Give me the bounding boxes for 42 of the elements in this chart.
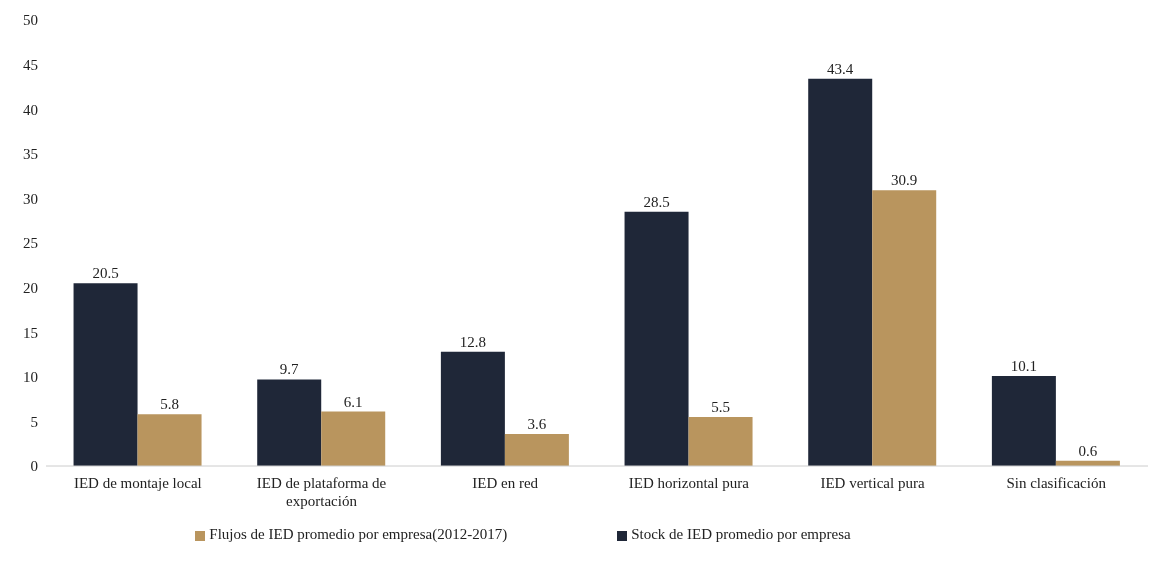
legend-label: Stock de IED promedio por empresa <box>631 526 851 542</box>
y-tick-label: 25 <box>23 235 38 252</box>
bar <box>991 375 1056 466</box>
y-tick-label: 20 <box>23 279 38 296</box>
y-tick-label: 10 <box>23 369 38 386</box>
y-tick-label: 5 <box>30 413 38 430</box>
y-tick-label: 15 <box>23 324 38 341</box>
data-label: 12.8 <box>459 333 487 350</box>
y-tick-label: 40 <box>23 101 38 118</box>
bar <box>624 211 689 466</box>
y-tick-label: 30 <box>23 190 38 207</box>
y-tick-label: 0 <box>30 458 38 475</box>
x-tick-label: IED de montaje local <box>73 475 202 491</box>
legend-label: Flujos de IED promedio por empresa(2012-2017) <box>209 526 508 542</box>
bar <box>257 379 322 466</box>
bar <box>137 414 202 466</box>
bar <box>440 351 505 466</box>
data-label: 6.1 <box>343 393 363 410</box>
y-tick-label: 50 <box>23 12 38 29</box>
bar <box>872 190 937 466</box>
x-tick-label: IED vertical pura <box>820 475 925 491</box>
data-label: 5.5 <box>711 398 730 415</box>
data-label: 9.7 <box>279 361 300 378</box>
bar <box>688 416 753 466</box>
y-tick-label: 35 <box>23 146 38 163</box>
data-label: 10.1 <box>1010 357 1038 374</box>
bar <box>321 411 386 466</box>
data-label: 0.6 <box>1078 442 1098 459</box>
bar <box>73 283 138 466</box>
data-label: 28.5 <box>643 193 670 210</box>
data-label: 30.9 <box>891 172 918 189</box>
bar <box>504 433 569 466</box>
x-tick-label: Sin clasificación <box>1006 475 1107 491</box>
bar <box>808 78 873 466</box>
data-label: 3.6 <box>527 415 547 432</box>
data-label: 20.5 <box>92 265 119 282</box>
data-label: 5.8 <box>160 396 179 413</box>
x-tick-label: IED en red <box>472 475 539 491</box>
x-tick-label: IED horizontal pura <box>628 475 750 491</box>
y-tick-label: 45 <box>23 56 38 73</box>
x-tick-label: IED de plataforma de exportación <box>256 475 387 509</box>
data-label: 43.4 <box>827 60 854 77</box>
